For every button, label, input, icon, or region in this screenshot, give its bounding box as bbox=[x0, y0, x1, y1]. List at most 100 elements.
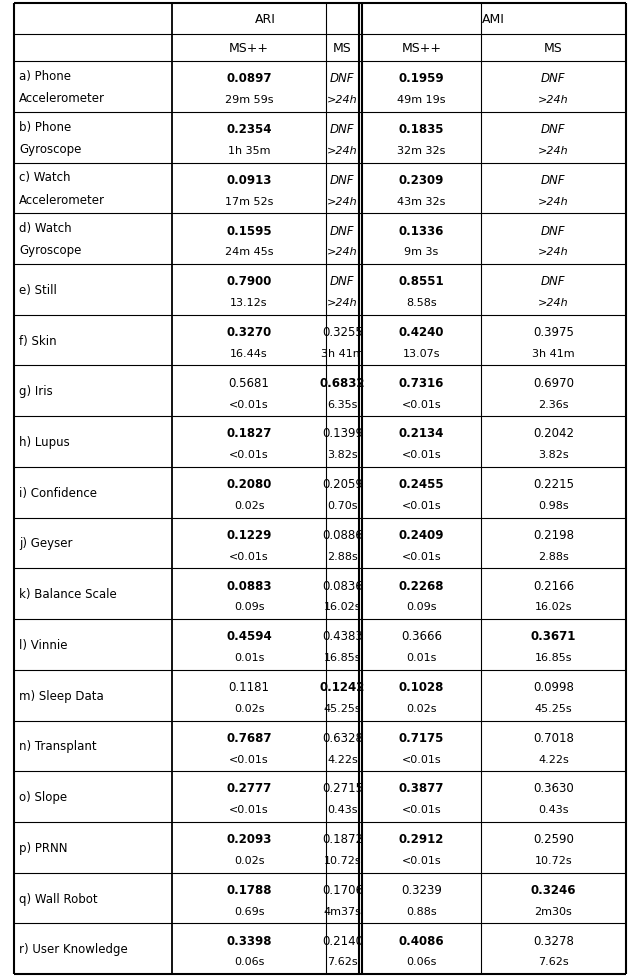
Text: 0.6970: 0.6970 bbox=[533, 377, 574, 389]
Text: 0.1835: 0.1835 bbox=[399, 123, 444, 136]
Text: 0.2059: 0.2059 bbox=[322, 477, 363, 491]
Text: 0.02s: 0.02s bbox=[234, 501, 264, 511]
Text: 16.44s: 16.44s bbox=[230, 348, 268, 359]
Text: i) Confidence: i) Confidence bbox=[19, 486, 97, 499]
Text: n) Transplant: n) Transplant bbox=[19, 739, 97, 753]
Text: 0.1181: 0.1181 bbox=[228, 681, 269, 693]
Text: 0.2268: 0.2268 bbox=[399, 579, 444, 592]
Text: 0.2198: 0.2198 bbox=[533, 528, 574, 541]
Text: 2.88s: 2.88s bbox=[538, 552, 569, 561]
Text: >24h: >24h bbox=[538, 297, 569, 308]
Text: DNF: DNF bbox=[330, 174, 355, 187]
Text: 7.62s: 7.62s bbox=[327, 956, 358, 966]
Text: 16.02s: 16.02s bbox=[324, 601, 361, 612]
Text: 0.1028: 0.1028 bbox=[399, 681, 444, 693]
Text: 0.98s: 0.98s bbox=[538, 501, 569, 511]
Text: 3h 41m: 3h 41m bbox=[321, 348, 364, 359]
Text: >24h: >24h bbox=[538, 95, 569, 105]
Text: >24h: >24h bbox=[538, 197, 569, 206]
Text: 2m30s: 2m30s bbox=[534, 906, 572, 915]
Text: 49m 19s: 49m 19s bbox=[397, 95, 445, 105]
Text: 0.43s: 0.43s bbox=[327, 805, 358, 815]
Text: <0.01s: <0.01s bbox=[229, 805, 269, 815]
Text: g) Iris: g) Iris bbox=[19, 385, 53, 398]
Text: e) Still: e) Still bbox=[19, 284, 57, 296]
Text: 0.09s: 0.09s bbox=[234, 601, 264, 612]
Text: 0.3630: 0.3630 bbox=[533, 781, 574, 795]
Text: 0.3666: 0.3666 bbox=[401, 630, 442, 643]
Text: DNF: DNF bbox=[541, 72, 566, 85]
Text: 0.8551: 0.8551 bbox=[399, 275, 444, 288]
Text: MS++: MS++ bbox=[229, 42, 269, 55]
Text: Gyroscope: Gyroscope bbox=[19, 244, 81, 257]
Text: 0.0836: 0.0836 bbox=[322, 579, 363, 592]
Text: j) Geyser: j) Geyser bbox=[19, 537, 73, 550]
Text: <0.01s: <0.01s bbox=[229, 450, 269, 460]
Text: 0.01s: 0.01s bbox=[234, 652, 264, 662]
Text: 10.72s: 10.72s bbox=[534, 855, 572, 866]
Text: 0.02s: 0.02s bbox=[234, 855, 264, 866]
Text: 16.02s: 16.02s bbox=[534, 601, 572, 612]
Text: q) Wall Robot: q) Wall Robot bbox=[19, 892, 98, 905]
Text: 0.7687: 0.7687 bbox=[227, 731, 272, 744]
Text: 0.88s: 0.88s bbox=[406, 906, 436, 915]
Text: AMI: AMI bbox=[483, 13, 505, 26]
Text: r) User Knowledge: r) User Knowledge bbox=[19, 942, 128, 956]
Text: 0.5681: 0.5681 bbox=[228, 377, 269, 389]
Text: 0.6328: 0.6328 bbox=[322, 731, 363, 744]
Text: Accelerometer: Accelerometer bbox=[19, 92, 105, 105]
Text: <0.01s: <0.01s bbox=[401, 805, 441, 815]
Text: <0.01s: <0.01s bbox=[229, 754, 269, 764]
Text: DNF: DNF bbox=[330, 275, 355, 288]
Text: 0.4594: 0.4594 bbox=[226, 630, 272, 643]
Text: 8.58s: 8.58s bbox=[406, 297, 436, 308]
Text: 3h 41m: 3h 41m bbox=[532, 348, 575, 359]
Text: >24h: >24h bbox=[327, 146, 358, 156]
Text: c) Watch: c) Watch bbox=[19, 171, 70, 184]
Text: MS: MS bbox=[544, 42, 563, 55]
Text: <0.01s: <0.01s bbox=[401, 501, 441, 511]
Text: >24h: >24h bbox=[327, 247, 358, 257]
Text: ARI: ARI bbox=[255, 13, 276, 26]
Text: 2.36s: 2.36s bbox=[538, 399, 569, 409]
Text: 0.4383: 0.4383 bbox=[322, 630, 363, 643]
Text: 0.3975: 0.3975 bbox=[533, 326, 574, 338]
Text: 29m 59s: 29m 59s bbox=[225, 95, 273, 105]
Text: m) Sleep Data: m) Sleep Data bbox=[19, 689, 104, 702]
Text: 0.7316: 0.7316 bbox=[399, 377, 444, 389]
Text: 4.22s: 4.22s bbox=[538, 754, 569, 764]
Text: 0.06s: 0.06s bbox=[406, 956, 436, 966]
Text: 16.85s: 16.85s bbox=[534, 652, 572, 662]
Text: DNF: DNF bbox=[330, 123, 355, 136]
Text: 0.2309: 0.2309 bbox=[399, 174, 444, 187]
Text: f) Skin: f) Skin bbox=[19, 334, 57, 347]
Text: 0.01s: 0.01s bbox=[406, 652, 436, 662]
Text: 0.7900: 0.7900 bbox=[227, 275, 272, 288]
Text: 1h 35m: 1h 35m bbox=[228, 146, 270, 156]
Text: 0.0886: 0.0886 bbox=[322, 528, 363, 541]
Text: 0.3278: 0.3278 bbox=[533, 934, 574, 947]
Text: 0.2134: 0.2134 bbox=[399, 427, 444, 440]
Text: >24h: >24h bbox=[327, 95, 358, 105]
Text: 0.09s: 0.09s bbox=[406, 601, 436, 612]
Text: 32m 32s: 32m 32s bbox=[397, 146, 445, 156]
Text: 0.0998: 0.0998 bbox=[533, 681, 574, 693]
Text: DNF: DNF bbox=[541, 174, 566, 187]
Text: 24m 45s: 24m 45s bbox=[225, 247, 273, 257]
Text: a) Phone: a) Phone bbox=[19, 69, 71, 83]
Text: 7.62s: 7.62s bbox=[538, 956, 569, 966]
Text: 0.7018: 0.7018 bbox=[533, 731, 574, 744]
Text: DNF: DNF bbox=[541, 123, 566, 136]
Text: 0.43s: 0.43s bbox=[538, 805, 569, 815]
Text: >24h: >24h bbox=[538, 146, 569, 156]
Text: <0.01s: <0.01s bbox=[401, 552, 441, 561]
Text: 0.2080: 0.2080 bbox=[227, 477, 272, 491]
Text: 13.12s: 13.12s bbox=[230, 297, 268, 308]
Text: d) Watch: d) Watch bbox=[19, 222, 72, 235]
Text: 0.0883: 0.0883 bbox=[227, 579, 272, 592]
Text: 0.2912: 0.2912 bbox=[399, 832, 444, 845]
Text: Accelerometer: Accelerometer bbox=[19, 194, 105, 206]
Text: 0.1827: 0.1827 bbox=[227, 427, 272, 440]
Text: 0.4240: 0.4240 bbox=[399, 326, 444, 338]
Text: <0.01s: <0.01s bbox=[229, 399, 269, 409]
